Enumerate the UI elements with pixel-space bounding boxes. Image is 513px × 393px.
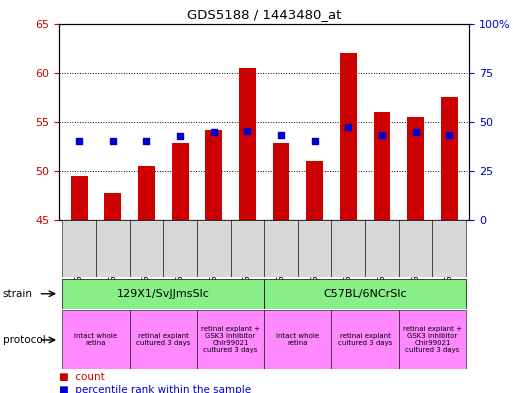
Bar <box>71 176 88 220</box>
Bar <box>205 130 222 220</box>
Text: intact whole
retina: intact whole retina <box>277 333 320 347</box>
Point <box>344 123 352 130</box>
Bar <box>399 310 466 369</box>
Point <box>310 138 319 145</box>
Bar <box>138 166 155 220</box>
Text: ■  count: ■ count <box>59 372 105 382</box>
Point <box>277 131 285 138</box>
Point <box>445 131 453 138</box>
Text: retinal explant +
GSK3 inhibitor
Chir99021
cultured 3 days: retinal explant + GSK3 inhibitor Chir990… <box>201 327 260 353</box>
Text: C57BL/6NCrSlc: C57BL/6NCrSlc <box>323 289 407 299</box>
Bar <box>272 143 289 220</box>
Point <box>210 129 218 135</box>
Text: 129X1/SvJJmsSlc: 129X1/SvJJmsSlc <box>117 289 210 299</box>
Bar <box>331 310 399 369</box>
Point <box>176 132 184 139</box>
Text: strain: strain <box>3 289 32 299</box>
Bar <box>264 310 331 369</box>
Text: protocol: protocol <box>3 335 45 345</box>
Bar <box>441 97 458 220</box>
Bar <box>63 310 130 369</box>
Point <box>378 131 386 138</box>
Bar <box>63 220 96 277</box>
Bar <box>331 220 365 277</box>
Bar <box>399 220 432 277</box>
Text: retinal explant
cultured 3 days: retinal explant cultured 3 days <box>338 333 392 347</box>
Text: retinal explant
cultured 3 days: retinal explant cultured 3 days <box>136 333 190 347</box>
Bar <box>197 220 230 277</box>
Bar <box>96 220 130 277</box>
Bar <box>432 220 466 277</box>
Bar <box>63 279 264 309</box>
Point <box>75 138 83 145</box>
Bar <box>130 310 197 369</box>
Point <box>142 138 150 145</box>
Bar <box>298 220 331 277</box>
Bar <box>172 143 188 220</box>
Point <box>411 129 420 135</box>
Bar <box>239 68 256 220</box>
Bar <box>365 220 399 277</box>
Text: intact whole
retina: intact whole retina <box>74 333 117 347</box>
Bar <box>373 112 390 220</box>
Text: ■  percentile rank within the sample: ■ percentile rank within the sample <box>59 385 251 393</box>
Point <box>243 127 251 134</box>
Bar <box>230 220 264 277</box>
Bar <box>264 279 466 309</box>
Text: retinal explant +
GSK3 inhibitor
Chir99021
cultured 3 days: retinal explant + GSK3 inhibitor Chir990… <box>403 327 462 353</box>
Bar <box>407 117 424 220</box>
Point <box>109 138 117 145</box>
Bar <box>306 161 323 220</box>
Bar <box>105 193 121 220</box>
Bar <box>197 310 264 369</box>
Bar <box>264 220 298 277</box>
Bar <box>130 220 163 277</box>
Title: GDS5188 / 1443480_at: GDS5188 / 1443480_at <box>187 8 341 21</box>
Bar <box>163 220 197 277</box>
Bar <box>340 53 357 220</box>
